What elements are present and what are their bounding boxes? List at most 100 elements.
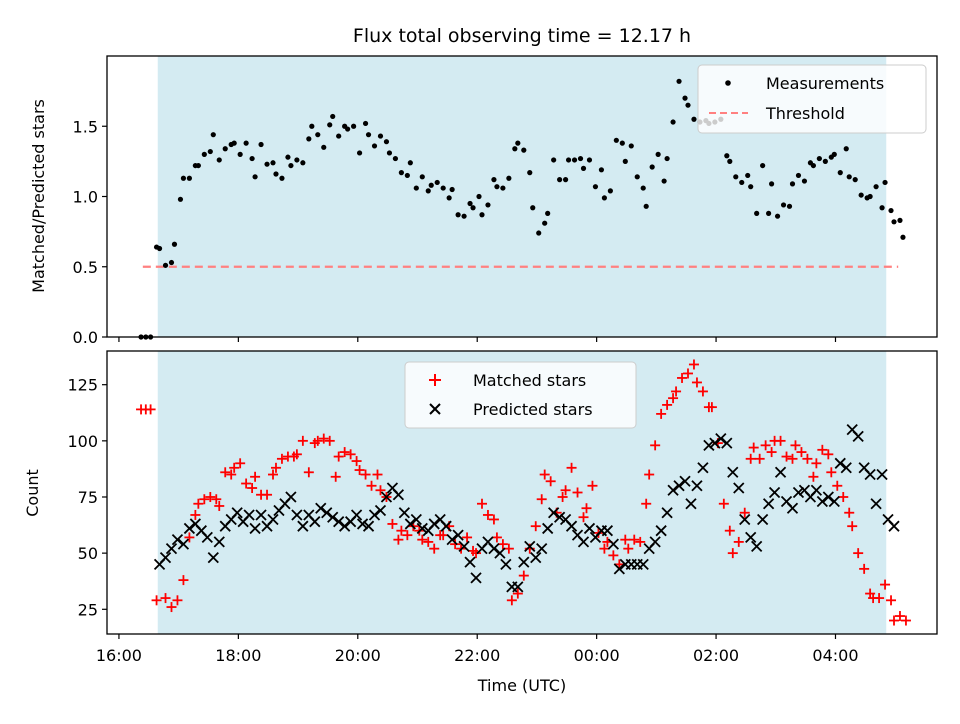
- matched-stars-point: [787, 453, 798, 464]
- matched-stars-point: [178, 575, 189, 586]
- matched-stars-point: [790, 440, 801, 451]
- bottom-y-tick-label: 25: [78, 600, 98, 619]
- top-legend-box: [697, 64, 927, 134]
- x-tick-label: 00:00: [574, 646, 620, 665]
- measurement-point: [628, 143, 634, 149]
- matched-stars-point: [578, 512, 589, 523]
- measurement-point: [440, 185, 446, 191]
- measurement-point: [900, 234, 906, 240]
- x-tick-label: 18:00: [215, 646, 261, 665]
- measurement-point: [470, 205, 476, 211]
- measurement-point: [407, 160, 413, 166]
- predicted-stars-point: [697, 462, 709, 474]
- predicted-stars-point: [876, 468, 888, 481]
- predicted-stars-point: [840, 462, 852, 474]
- matched-stars-point: [718, 498, 729, 509]
- top-panel: 0.0 0.5 1.0 1.5 Matched/Predicted stars Mea…: [29, 55, 938, 347]
- measurement-point: [879, 205, 885, 211]
- predicted-stars-point: [524, 540, 536, 553]
- measurement-point: [739, 179, 745, 186]
- predicted-stars-point: [416, 522, 428, 535]
- matched-stars-point: [623, 543, 634, 554]
- matched-stars-point: [476, 498, 487, 509]
- measurement-point: [682, 95, 688, 101]
- matched-stars-point: [345, 449, 356, 460]
- matched-stars-point: [760, 440, 771, 451]
- measurement-point: [249, 155, 255, 162]
- matched-stars-point: [811, 458, 822, 469]
- predicted-stars-point: [768, 486, 781, 499]
- matched-stars-point: [250, 471, 261, 482]
- matched-stars-point: [312, 435, 323, 446]
- matched-stars-point: [706, 402, 717, 413]
- matched-stars-point: [220, 467, 231, 478]
- measurement-point: [676, 78, 682, 84]
- predicted-stars-point: [464, 556, 476, 568]
- measurement-point: [643, 203, 649, 209]
- bottom-axes-frame: [106, 350, 938, 635]
- matched-stars-point: [145, 404, 156, 415]
- measurement-point: [882, 179, 888, 186]
- predicted-stars-point: [291, 509, 303, 521]
- predicted-stars-point: [649, 536, 661, 548]
- measurement-point: [649, 164, 655, 170]
- matched-stars-point: [351, 456, 362, 467]
- matched-stars-point: [518, 570, 529, 581]
- measurement-point: [586, 157, 593, 163]
- measurement-point: [592, 184, 599, 190]
- matched-stars-point: [339, 447, 350, 458]
- measurement-point: [252, 174, 258, 180]
- matched-stars-point: [629, 534, 640, 545]
- matched-stars-point: [503, 543, 514, 554]
- measurement-point: [852, 177, 858, 183]
- bottom-y-tick-label: 75: [78, 488, 98, 507]
- measurement-point: [727, 158, 733, 164]
- matched-stars-point: [214, 500, 225, 511]
- measurement-point: [846, 174, 852, 180]
- measurement-point: [162, 262, 169, 268]
- predicted-stars-point: [703, 439, 715, 451]
- measurement-point: [897, 217, 903, 223]
- matched-stars-point: [190, 509, 201, 520]
- measurement-point: [831, 151, 837, 157]
- predicted-stars-point: [512, 581, 524, 593]
- matched-stars-point: [270, 462, 281, 473]
- predicted-stars-point: [816, 495, 828, 508]
- matched-stars-point: [402, 530, 413, 541]
- measurement-point: [425, 188, 431, 194]
- measurement-point: [562, 177, 569, 183]
- predicted-stars-point: [398, 507, 411, 519]
- legend-label-measurements: Measurements: [766, 74, 884, 93]
- measurement-point: [476, 193, 482, 200]
- predicted-stars-point: [733, 482, 745, 494]
- measurement-point: [873, 184, 879, 190]
- measurement-point: [419, 174, 425, 180]
- measurement-point: [156, 245, 163, 252]
- matched-stars-point: [880, 579, 891, 590]
- matched-stars-point: [644, 469, 655, 480]
- measurement-point: [766, 210, 772, 216]
- matched-stars-point: [184, 532, 195, 543]
- measurement-point: [186, 175, 193, 181]
- bottom-y-axis: 25 50 75 100 125: [67, 376, 107, 619]
- matched-stars-point: [724, 525, 735, 536]
- predicted-stars-point: [171, 534, 184, 546]
- measurement-point: [467, 200, 473, 207]
- matched-stars-point: [291, 449, 302, 460]
- bottom-y-tick-label: 50: [78, 544, 98, 563]
- measurement-point: [171, 241, 178, 247]
- measurement-point: [724, 153, 730, 159]
- predicted-stars-point: [243, 509, 255, 521]
- matched-stars-point: [557, 491, 568, 502]
- predicted-stars-point: [380, 491, 393, 503]
- matched-stars-point: [566, 462, 577, 473]
- predicted-stars-point: [852, 430, 864, 442]
- matched-stars-point: [886, 595, 897, 606]
- measurement-point: [315, 132, 321, 138]
- matched-stars-point: [874, 593, 885, 604]
- predicted-stars-point: [553, 511, 566, 523]
- predicted-stars-point: [601, 525, 614, 537]
- chart-title: Flux total observing time = 12.17 h: [353, 25, 691, 47]
- matched-stars-point: [688, 359, 699, 370]
